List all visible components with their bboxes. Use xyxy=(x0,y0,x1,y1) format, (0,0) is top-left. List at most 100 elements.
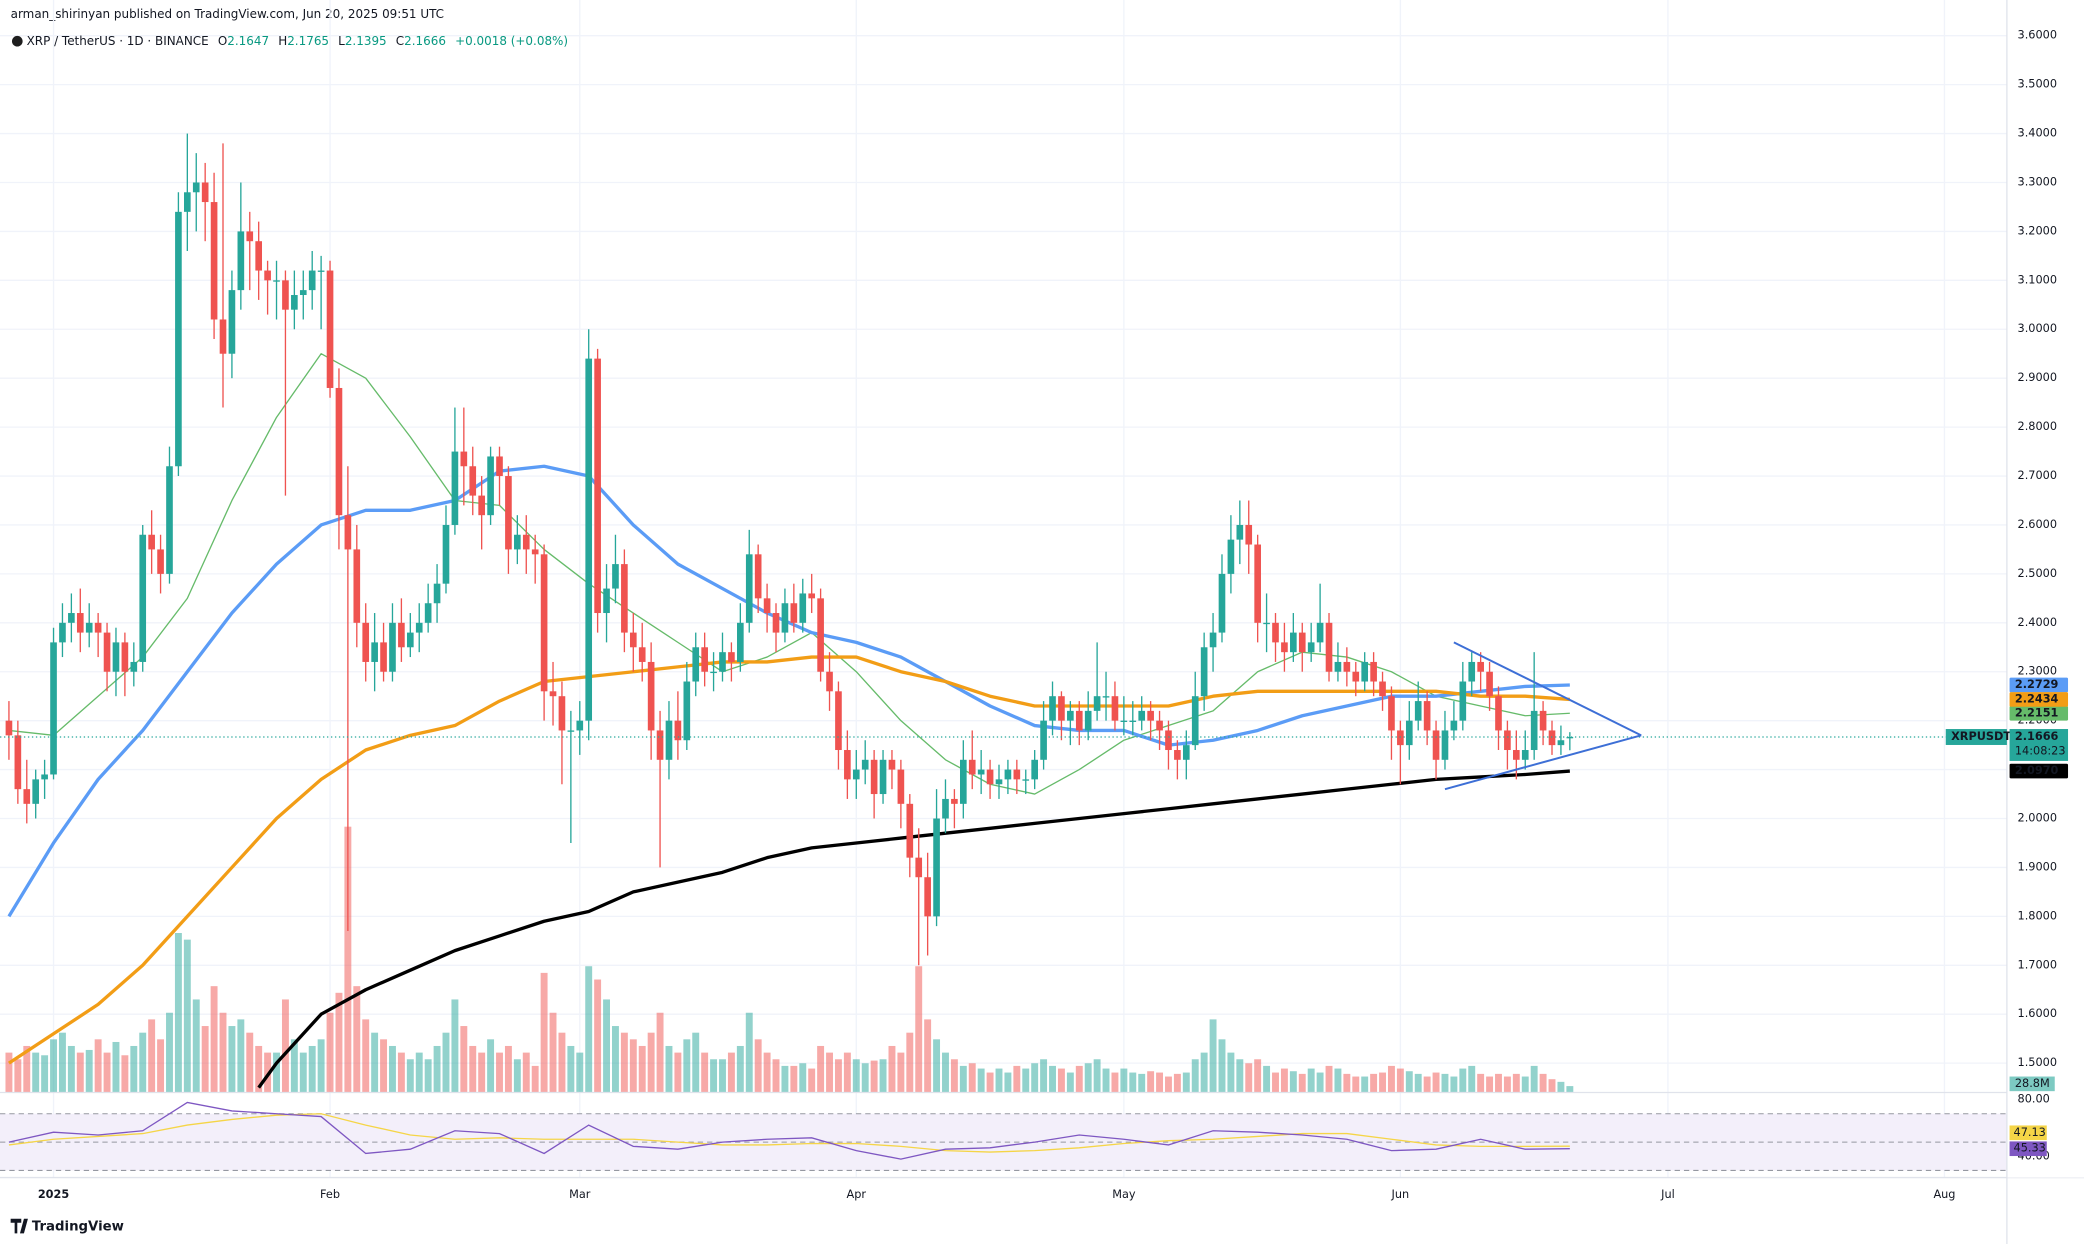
volume-bar xyxy=(192,999,200,1093)
y-tick-label: 3.1000 xyxy=(2018,273,2057,286)
rsi-ma-line xyxy=(8,1113,1570,1153)
candle-body xyxy=(1236,524,1244,540)
volume-bar xyxy=(1530,1065,1538,1093)
candle-body xyxy=(1539,710,1547,731)
candle-body xyxy=(1548,730,1556,746)
candle-body xyxy=(1423,701,1431,731)
y-tick-label: 1.9000 xyxy=(2018,860,2057,873)
volume-bar xyxy=(861,1063,869,1093)
candle-body xyxy=(959,759,967,804)
brand-logo xyxy=(10,1218,28,1234)
candle-body xyxy=(772,613,780,633)
candle-body xyxy=(299,290,307,296)
volume-tag: 28.8M xyxy=(2015,1077,2050,1090)
candle-body xyxy=(175,211,182,467)
candle-body xyxy=(1343,661,1351,672)
candle-body xyxy=(335,387,343,516)
candle-body xyxy=(612,564,619,589)
candle-body xyxy=(817,598,824,672)
volume-bar xyxy=(1423,1076,1431,1093)
candle-body xyxy=(942,798,949,819)
volume-bar xyxy=(23,1045,31,1093)
candle-body xyxy=(701,647,708,672)
candle-body xyxy=(1388,696,1395,731)
ma-value-tag: 2.2151 xyxy=(2015,706,2059,719)
candle-body xyxy=(1397,730,1404,746)
candle-body xyxy=(665,720,673,760)
price-axis xyxy=(2006,0,2084,1178)
candle-body xyxy=(219,319,227,354)
volume-bar xyxy=(1031,1063,1039,1093)
volume-bar xyxy=(371,1032,379,1093)
volume-bar xyxy=(950,1059,958,1093)
candle-body xyxy=(1477,661,1484,672)
candle-body xyxy=(1468,661,1476,682)
candle-body xyxy=(1316,622,1324,643)
candle-body xyxy=(522,534,530,550)
volume-bar xyxy=(567,1045,575,1093)
volume-bar xyxy=(469,1045,477,1093)
legend-key: C xyxy=(396,34,404,48)
volume-bar xyxy=(1013,1065,1021,1093)
volume-bar xyxy=(1120,1068,1128,1093)
candle-body xyxy=(1227,539,1235,574)
volume-bar xyxy=(183,939,191,1093)
volume-bar xyxy=(210,986,218,1093)
y-tick-label: 3.5000 xyxy=(2018,78,2057,91)
y-tick-label: 2.9000 xyxy=(2018,371,2057,384)
y-tick-label: 3.6000 xyxy=(2018,29,2057,42)
candle-body xyxy=(451,451,459,525)
y-tick-label: 2.4000 xyxy=(2018,616,2057,629)
volume-bar xyxy=(67,1045,75,1093)
candle-body xyxy=(1200,647,1208,697)
candle-body xyxy=(478,495,485,516)
candle-body xyxy=(1521,750,1529,760)
volume-bar xyxy=(1361,1076,1369,1093)
volume-bar xyxy=(1263,1065,1271,1093)
candle-body xyxy=(968,759,976,775)
volume-bar xyxy=(1156,1072,1164,1093)
volume-bar xyxy=(308,1045,316,1093)
candle-body xyxy=(1432,730,1440,760)
volume-bar xyxy=(406,1059,414,1093)
candle-body xyxy=(157,549,164,574)
legend-change: +0.0018 (+0.08%) xyxy=(455,34,568,48)
volume-bar xyxy=(344,826,352,1093)
volume-bar xyxy=(513,1059,521,1093)
volume-bar xyxy=(531,1065,539,1093)
volume-bar xyxy=(808,1068,816,1093)
candle-body xyxy=(228,290,236,354)
trendline xyxy=(1444,734,1642,791)
y-tick-label: 2.3000 xyxy=(2018,665,2057,678)
candle-body xyxy=(683,681,691,741)
candle-body xyxy=(656,730,664,760)
candle-body xyxy=(85,622,93,633)
volume-bar xyxy=(219,1012,227,1093)
candle-body xyxy=(1156,720,1163,731)
volume-bar xyxy=(674,1052,682,1093)
ma-value-tag: 2.2434 xyxy=(2015,692,2059,705)
volume-bar xyxy=(148,1019,156,1093)
rsi-tick-label: 80.00 xyxy=(2018,1093,2050,1106)
volume-bar xyxy=(353,986,361,1093)
y-tick-label: 1.5000 xyxy=(2018,1056,2057,1069)
volume-bar xyxy=(14,1059,22,1093)
moving-average-line xyxy=(257,769,1570,1089)
volume-bar xyxy=(1004,1072,1012,1093)
y-tick-label: 1.8000 xyxy=(2018,909,2057,922)
candle-body xyxy=(692,647,700,682)
candle-body xyxy=(1307,642,1315,653)
volume-bar xyxy=(1111,1072,1119,1093)
volume-bar xyxy=(1316,1072,1324,1093)
volume-bar xyxy=(1102,1068,1110,1093)
candle-body xyxy=(995,779,1003,785)
candle-body xyxy=(1370,661,1377,682)
candle-body xyxy=(1138,710,1146,721)
candle-body xyxy=(282,280,289,310)
volume-bar xyxy=(834,1059,842,1093)
candle-body xyxy=(389,622,396,672)
volume-bar xyxy=(629,1039,637,1093)
candle-body xyxy=(745,554,753,623)
candle-body xyxy=(781,603,789,633)
